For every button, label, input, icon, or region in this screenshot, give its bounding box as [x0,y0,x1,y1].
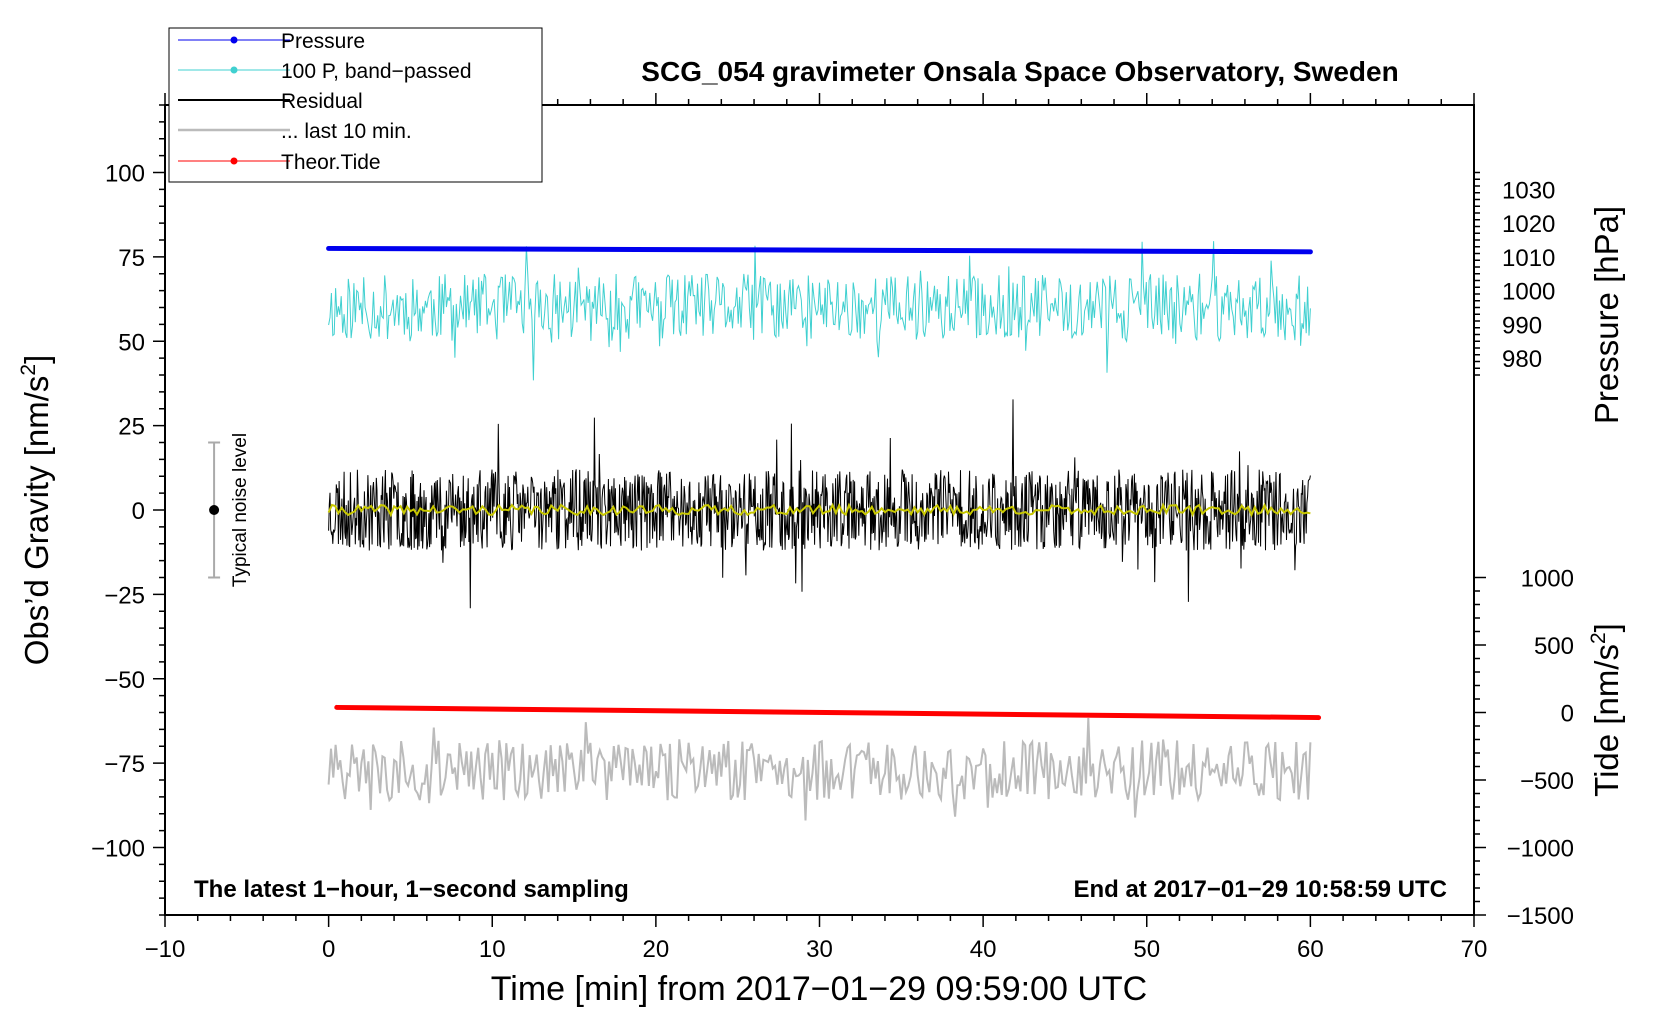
legend-dot-tide [230,157,238,165]
series-layer [326,241,1322,821]
legend-dot-band-passed [230,66,238,74]
y-tick-label-pressure: 990 [1502,312,1542,339]
noise-bar-label: Typical noise level [230,433,251,587]
y-tick-label-tide: −1500 [1507,903,1574,930]
x-tick-label: 10 [479,936,506,963]
series-smoothed-residual [327,502,1311,518]
y-tick-label-tide: −500 [1520,768,1574,795]
legend-label-last10: ... last 10 min. [281,120,412,143]
y-tick-label-left: −100 [91,836,145,863]
y-axis-label-left-sup: 2 [17,364,40,376]
y-tick-label-left: 100 [105,161,145,188]
noise-level-bar: Typical noise level [208,433,251,587]
legend: Pressure 100 P, band−passed Residual ...… [168,27,543,183]
series-last-10-min [327,717,1312,821]
series-residual [328,399,1311,609]
y-tick-label-pressure: 1030 [1502,177,1555,204]
x-tick-label: −10 [145,936,186,963]
noise-bar-dot [209,505,220,515]
y-tick-label-left: 75 [118,245,145,272]
y-tick-label-left: 0 [132,498,145,525]
x-tick-label: 50 [1133,936,1160,963]
y-axis-label-tide: Tide [nm/s2] [1587,623,1625,797]
legend-box [168,27,543,183]
x-tick-label: 70 [1461,936,1488,963]
y-axis-label-tide-sup: 2 [1587,632,1610,644]
legend-label-residual: Residual [281,90,363,113]
tick-labels: −10 0 10 20 30 40 50 60 701007550250−25−50−75−10… [91,161,1574,964]
series-band-passed [328,241,1311,381]
legend-label-pressure: Pressure [281,30,365,53]
y-tick-label-tide: 0 [1561,701,1574,728]
y-axis-label-left-end: ] [18,355,55,364]
legend-label-band-passed: 100 P, band−passed [281,60,472,83]
y-axis-label-left: Obs’d Gravity [nm/s2] [17,355,55,666]
y-axis-label-tide-end: ] [1588,623,1625,632]
legend-label-tide: Theor.Tide [281,151,381,174]
y-tick-label-left: −25 [104,582,145,609]
y-tick-label-pressure: 980 [1502,346,1542,373]
y-tick-label-tide: 1000 [1521,566,1574,593]
x-tick-label: 20 [643,936,670,963]
x-tick-label: 30 [806,936,833,963]
y-tick-label-left: −75 [104,751,145,778]
y-tick-label-pressure: 1000 [1502,279,1555,306]
chart-title: SCG_054 gravimeter Onsala Space Observat… [641,56,1398,87]
y-tick-label-left: −50 [104,667,145,694]
y-tick-label-tide: 500 [1534,633,1574,660]
x-tick-label: 0 [322,936,335,963]
y-tick-label-left: 25 [118,414,145,441]
legend-dot-pressure [230,36,238,44]
series-pressure [326,245,1313,255]
y-tick-label-pressure: 1020 [1502,211,1555,238]
annotation-sampling: The latest 1−hour, 1−second sampling [194,876,629,903]
y-axis-label-tide-main: Tide [nm/s [1588,644,1625,797]
y-tick-label-tide: −1000 [1507,836,1574,863]
y-axis-label-pressure: Pressure [hPa] [1588,206,1625,424]
y-axis-label-left-main: Obs’d Gravity [nm/s [18,376,55,666]
x-tick-label: 40 [970,936,997,963]
series-theor-tide [334,704,1322,721]
y-tick-label-left: 50 [118,329,145,356]
x-axis-label: Time [min] from 2017−01−29 09:59:00 UTC [491,970,1147,1008]
x-tick-label: 60 [1297,936,1324,963]
y-tick-label-pressure: 1010 [1502,245,1555,272]
annotation-end-time: End at 2017−01−29 10:58:59 UTC [1073,876,1447,903]
